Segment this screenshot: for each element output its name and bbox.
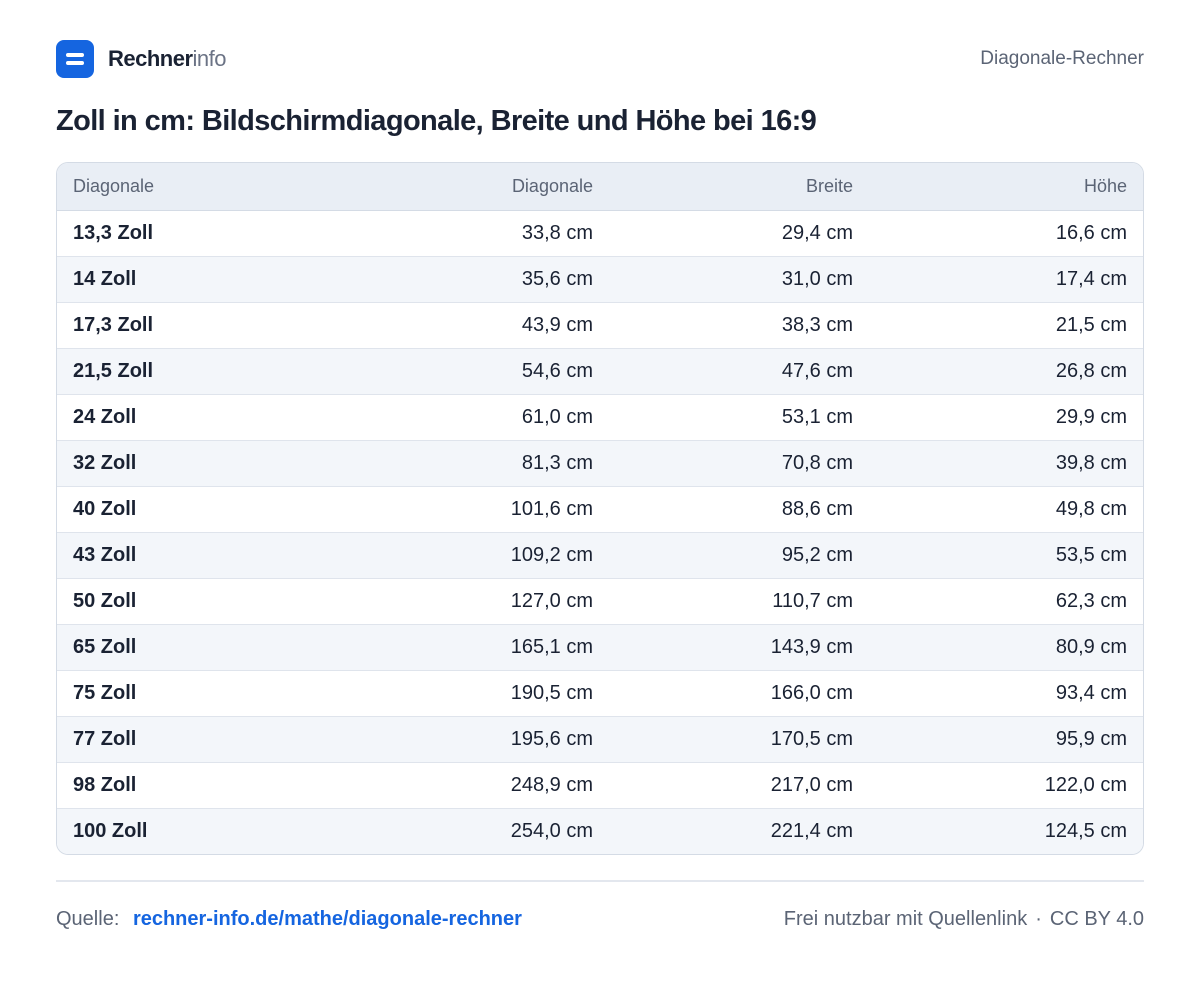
cell-diagonal-inch: 17,3 Zoll	[57, 302, 333, 349]
cell-width: 29,4 cm	[609, 210, 869, 257]
cell-height: 122,0 cm	[869, 762, 1143, 809]
cell-width: 170,5 cm	[609, 716, 869, 763]
cell-width: 38,3 cm	[609, 302, 869, 349]
cell-height: 26,8 cm	[869, 348, 1143, 395]
source-link[interactable]: rechner-info.de/mathe/diagonale-rechner	[132, 907, 522, 930]
cell-diagonal-cm: 254,0 cm	[333, 808, 609, 854]
table-row: 14 Zoll 35,6 cm 31,0 cm 17,4 cm	[57, 256, 1143, 303]
cell-diagonal-inch: 21,5 Zoll	[57, 348, 333, 395]
cell-diagonal-inch: 32 Zoll	[57, 440, 333, 487]
cell-width: 95,2 cm	[609, 532, 869, 579]
cell-diagonal-inch: 98 Zoll	[57, 762, 333, 809]
conversion-table-container: Diagonale Diagonale Breite Höhe 13,3 Zol…	[56, 162, 1144, 855]
license-text: Frei nutzbar mit Quellenlink	[783, 907, 1028, 930]
cell-diagonal-inch: 77 Zoll	[57, 716, 333, 763]
brand-logo[interactable]: Rechnerinfo	[56, 40, 227, 78]
cell-diagonal-inch: 100 Zoll	[57, 808, 333, 854]
cell-diagonal-cm: 81,3 cm	[333, 440, 609, 487]
logo-bar-bottom	[66, 61, 84, 65]
column-header-height: Höhe	[869, 163, 1143, 211]
cell-width: 143,9 cm	[609, 624, 869, 671]
cell-diagonal-inch: 65 Zoll	[57, 624, 333, 671]
cell-diagonal-cm: 127,0 cm	[333, 578, 609, 625]
table-row: 32 Zoll 81,3 cm 70,8 cm 39,8 cm	[57, 440, 1143, 487]
cell-diagonal-cm: 165,1 cm	[333, 624, 609, 671]
table-row: 75 Zoll 190,5 cm 166,0 cm 93,4 cm	[57, 670, 1143, 717]
cell-diagonal-inch: 43 Zoll	[57, 532, 333, 579]
table-row: 50 Zoll 127,0 cm 110,7 cm 62,3 cm	[57, 578, 1143, 625]
cell-diagonal-cm: 54,6 cm	[333, 348, 609, 395]
cell-width: 53,1 cm	[609, 394, 869, 441]
table-header: Diagonale Diagonale Breite Höhe	[57, 163, 1143, 211]
cell-diagonal-cm: 33,8 cm	[333, 210, 609, 257]
cell-width: 31,0 cm	[609, 256, 869, 303]
license-info: Frei nutzbar mit Quellenlink · CC BY 4.0	[784, 908, 1144, 931]
column-header-diagonal-cm: Diagonale	[333, 163, 609, 211]
table-row: 65 Zoll 165,1 cm 143,9 cm 80,9 cm	[57, 624, 1143, 671]
cell-diagonal-inch: 40 Zoll	[57, 486, 333, 533]
column-header-diagonal-inch: Diagonale	[57, 163, 333, 211]
cell-height: 62,3 cm	[869, 578, 1143, 625]
cell-width: 110,7 cm	[609, 578, 869, 625]
cell-diagonal-cm: 101,6 cm	[333, 486, 609, 533]
cell-diagonal-cm: 61,0 cm	[333, 394, 609, 441]
footer: Quelle: rechner-info.de/mathe/diagonale-…	[56, 904, 1144, 934]
cell-width: 217,0 cm	[609, 762, 869, 809]
cell-height: 29,9 cm	[869, 394, 1143, 441]
table-row: 100 Zoll 254,0 cm 221,4 cm 124,5 cm	[57, 808, 1143, 854]
table-row: 24 Zoll 61,0 cm 53,1 cm 29,9 cm	[57, 394, 1143, 441]
conversion-table: Diagonale Diagonale Breite Höhe 13,3 Zol…	[57, 163, 1143, 854]
table-row: 40 Zoll 101,6 cm 88,6 cm 49,8 cm	[57, 486, 1143, 533]
footer-divider	[56, 880, 1144, 882]
logo-icon	[56, 40, 94, 78]
cell-diagonal-inch: 13,3 Zoll	[57, 210, 333, 257]
cell-diagonal-inch: 50 Zoll	[57, 578, 333, 625]
cell-diagonal-cm: 43,9 cm	[333, 302, 609, 349]
column-header-width: Breite	[609, 163, 869, 211]
table-row: 77 Zoll 195,6 cm 170,5 cm 95,9 cm	[57, 716, 1143, 763]
cell-width: 88,6 cm	[609, 486, 869, 533]
site-header: Rechnerinfo Diagonale-Rechner	[56, 40, 1144, 78]
table-body: 13,3 Zoll 33,8 cm 29,4 cm 16,6 cm 14 Zoll 35,…	[57, 210, 1143, 854]
table-row: 98 Zoll 248,9 cm 217,0 cm 122,0 cm	[57, 762, 1143, 809]
cell-diagonal-inch: 24 Zoll	[57, 394, 333, 441]
cell-height: 124,5 cm	[869, 808, 1143, 854]
cell-height: 21,5 cm	[869, 302, 1143, 349]
brand-name-light: info	[192, 46, 227, 71]
table-row: 13,3 Zoll 33,8 cm 29,4 cm 16,6 cm	[57, 210, 1143, 257]
cell-diagonal-cm: 109,2 cm	[333, 532, 609, 579]
cell-diagonal-cm: 35,6 cm	[333, 256, 609, 303]
cell-width: 47,6 cm	[609, 348, 869, 395]
cell-height: 17,4 cm	[869, 256, 1143, 303]
table-row: 21,5 Zoll 54,6 cm 47,6 cm 26,8 cm	[57, 348, 1143, 395]
cell-height: 93,4 cm	[869, 670, 1143, 717]
table-row: 43 Zoll 109,2 cm 95,2 cm 53,5 cm	[57, 532, 1143, 579]
brand-name: Rechnerinfo	[108, 46, 227, 72]
cell-height: 16,6 cm	[869, 210, 1143, 257]
cell-diagonal-cm: 248,9 cm	[333, 762, 609, 809]
source-label: Quelle:	[56, 907, 120, 930]
brand-name-strong: Rechner	[108, 46, 193, 71]
footer-separator: ·	[1035, 907, 1042, 930]
cell-width: 166,0 cm	[609, 670, 869, 717]
cell-width: 221,4 cm	[609, 808, 869, 854]
cell-diagonal-inch: 75 Zoll	[57, 670, 333, 717]
source-info: Quelle: rechner-info.de/mathe/diagonale-…	[56, 908, 522, 931]
license-badge: CC BY 4.0	[1049, 907, 1144, 930]
table-row: 17,3 Zoll 43,9 cm 38,3 cm 21,5 cm	[57, 302, 1143, 349]
cell-diagonal-cm: 195,6 cm	[333, 716, 609, 763]
cell-diagonal-cm: 190,5 cm	[333, 670, 609, 717]
cell-width: 70,8 cm	[609, 440, 869, 487]
cell-height: 49,8 cm	[869, 486, 1143, 533]
cell-height: 95,9 cm	[869, 716, 1143, 763]
calculator-name: Diagonale-Rechner	[980, 48, 1144, 69]
table-header-row: Diagonale Diagonale Breite Höhe	[57, 163, 1143, 211]
cell-height: 39,8 cm	[869, 440, 1143, 487]
cell-diagonal-inch: 14 Zoll	[57, 256, 333, 303]
logo-bar-top	[66, 53, 84, 57]
cell-height: 80,9 cm	[869, 624, 1143, 671]
page-title: Zoll in cm: Bildschirmdiagonale, Breite …	[56, 105, 817, 137]
cell-height: 53,5 cm	[869, 532, 1143, 579]
